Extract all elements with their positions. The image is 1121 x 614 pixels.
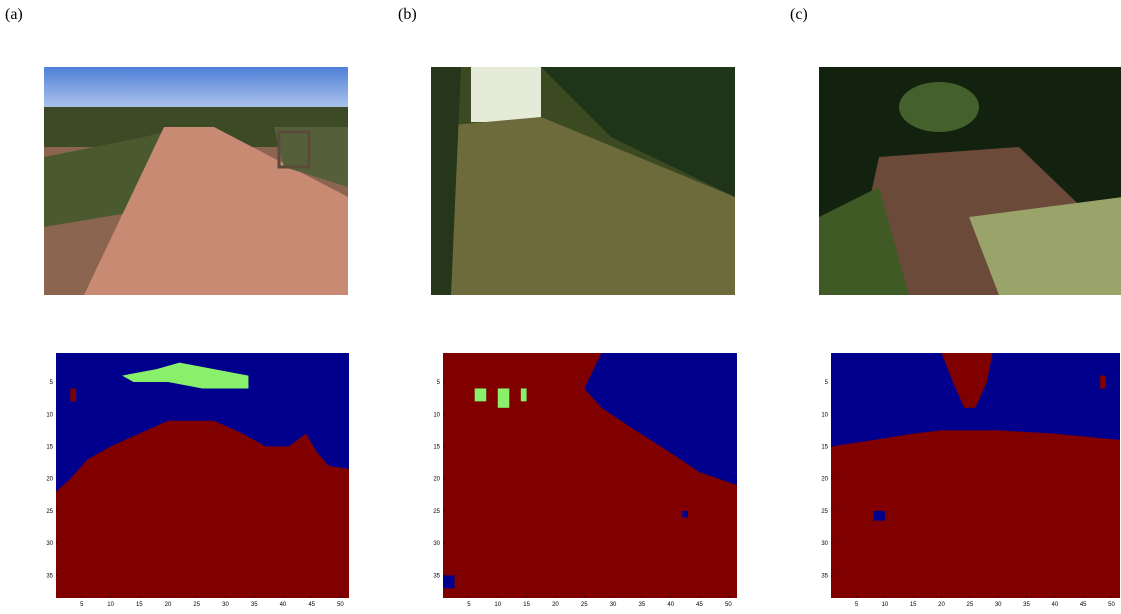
y-tick-label: 15 (433, 444, 440, 450)
x-tick-label: 15 (910, 602, 917, 608)
x-tick-label: 5 (467, 602, 471, 608)
x-tick-label: 40 (1051, 602, 1058, 608)
x-tick-label: 25 (581, 602, 588, 608)
map-cells (831, 353, 1120, 598)
x-tick-label: 20 (165, 602, 172, 608)
y-tick-label: 30 (433, 541, 440, 547)
panel-label: (c) (790, 6, 808, 24)
y-tick-label: 10 (821, 412, 828, 418)
x-tick-label: 35 (1023, 602, 1030, 608)
y-tick-label: 30 (821, 541, 828, 547)
y-tick-label: 15 (46, 444, 53, 450)
map-cells (56, 353, 349, 598)
y-tick-label: 15 (821, 444, 828, 450)
x-tick-label: 20 (938, 602, 945, 608)
x-tick-label: 15 (136, 602, 143, 608)
photo (819, 67, 1121, 295)
x-tick-label: 10 (107, 602, 114, 608)
y-tick-label: 30 (46, 541, 53, 547)
x-tick-label: 15 (523, 602, 530, 608)
x-tick-label: 40 (667, 602, 674, 608)
x-tick-label: 40 (280, 602, 287, 608)
figure: (a) (b) (c) 5101520253035404550510152025… (0, 0, 1121, 614)
y-tick-label: 10 (46, 412, 53, 418)
x-tick-label: 25 (193, 602, 200, 608)
x-tick-label: 35 (251, 602, 258, 608)
x-tick-label: 50 (337, 602, 344, 608)
photo (44, 67, 348, 295)
x-tick-label: 35 (639, 602, 646, 608)
x-tick-label: 10 (881, 602, 888, 608)
x-tick-label: 30 (995, 602, 1002, 608)
x-tick-label: 20 (552, 602, 559, 608)
y-tick-label: 25 (821, 509, 828, 515)
y-tick-label: 25 (46, 509, 53, 515)
y-tick-label: 20 (433, 477, 440, 483)
x-tick-label: 45 (1080, 602, 1087, 608)
x-tick-label: 10 (494, 602, 501, 608)
map-cells (443, 353, 737, 598)
y-tick-label: 35 (46, 573, 53, 579)
y-tick-label: 20 (46, 477, 53, 483)
y-tick-label: 5 (437, 380, 441, 386)
panel-label: (a) (5, 6, 23, 24)
y-tick-label: 10 (433, 412, 440, 418)
y-tick-label: 35 (821, 573, 828, 579)
panel-label: (b) (398, 6, 417, 24)
y-tick-label: 25 (433, 509, 440, 515)
x-tick-label: 30 (222, 602, 229, 608)
x-tick-label: 50 (725, 602, 732, 608)
x-tick-label: 50 (1108, 602, 1115, 608)
y-tick-label: 5 (825, 380, 829, 386)
y-tick-label: 35 (433, 573, 440, 579)
y-tick-label: 20 (821, 477, 828, 483)
x-tick-label: 45 (696, 602, 703, 608)
x-tick-label: 25 (966, 602, 973, 608)
photo (431, 67, 735, 295)
x-tick-label: 30 (610, 602, 617, 608)
x-tick-label: 5 (80, 602, 84, 608)
x-tick-label: 5 (855, 602, 859, 608)
x-tick-label: 45 (308, 602, 315, 608)
y-tick-label: 5 (50, 380, 54, 386)
